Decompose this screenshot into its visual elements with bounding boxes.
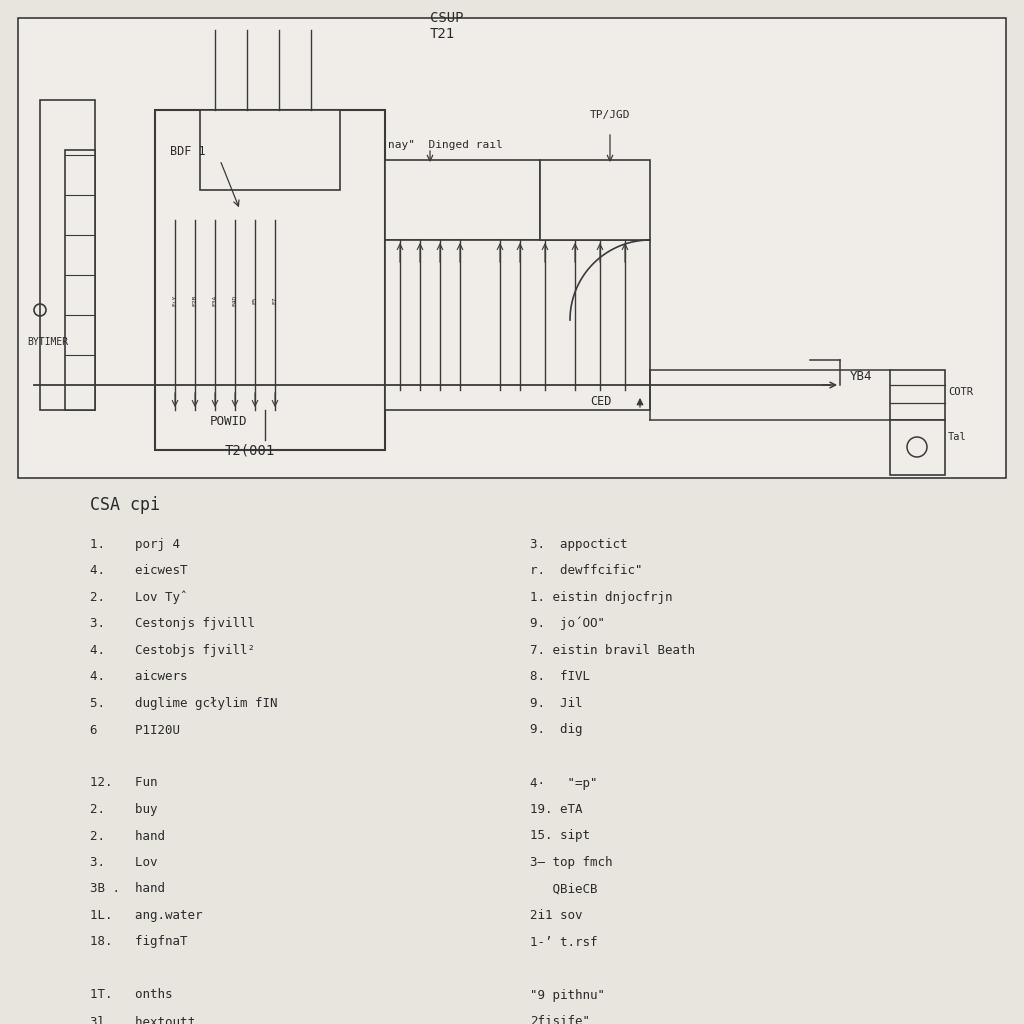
Text: E2B: E2B [193, 294, 198, 305]
Text: COTR: COTR [948, 387, 973, 397]
Text: 19. eTA: 19. eTA [530, 803, 583, 816]
Text: POWID: POWID [210, 415, 248, 428]
Bar [155, 110, 385, 450]
Text: nay"  Dinged raıl: nay" Dinged raıl [388, 140, 503, 150]
Text: 9.  jo´OO": 9. jo´OO" [530, 617, 605, 631]
Text: 2i1 sov: 2i1 sov [530, 909, 583, 922]
Text: E₁Y: E₁Y [172, 294, 177, 305]
Text: 3.    Lov: 3. Lov [90, 856, 158, 869]
Bar [385, 160, 540, 240]
Text: 1-’ t.rsf: 1-’ t.rsf [530, 936, 597, 948]
Text: 12.   Fun: 12. Fun [90, 776, 158, 790]
Bar [540, 160, 650, 240]
Bar [40, 100, 95, 410]
Text: 4.    eicwesT: 4. eicwesT [90, 564, 187, 578]
Text: 3B .  hand: 3B . hand [90, 883, 165, 896]
Bar [18, 18, 1006, 478]
Text: 1L.   ang.water: 1L. ang.water [90, 909, 203, 922]
Text: 4·   "=p": 4· "=p" [530, 776, 597, 790]
Text: BDF 1: BDF 1 [170, 145, 206, 158]
Text: 3.  appoctict: 3. appoctict [530, 538, 628, 551]
Text: 9.  dig: 9. dig [530, 724, 583, 736]
Text: 15. sipt: 15. sipt [530, 829, 590, 843]
Bar [200, 110, 340, 190]
Bar [890, 420, 945, 475]
Text: 7. eistin bravil Beath: 7. eistin bravil Beath [530, 644, 695, 657]
Text: 4.    aicwers: 4. aicwers [90, 671, 187, 683]
Text: 3l.   hextout†: 3l. hextout† [90, 1015, 195, 1024]
Text: 2.    buy: 2. buy [90, 803, 158, 816]
Text: E7: E7 [272, 296, 278, 304]
Text: 3.    Cestonjs fjvilll: 3. Cestonjs fjvilll [90, 617, 255, 631]
Text: Tal: Tal [948, 432, 967, 442]
Text: ΥB4: ΥB4 [850, 370, 872, 383]
Text: TP/JGD: TP/JGD [590, 110, 631, 120]
Text: 6     P1I20U: 6 P1I20U [90, 724, 180, 736]
Text: 1T.   onths: 1T. onths [90, 988, 172, 1001]
Text: "9 pithnu": "9 pithnu" [530, 988, 605, 1001]
Text: 1. eistin dnjocfrjn: 1. eistin dnjocfrjn [530, 591, 673, 604]
Text: E5: E5 [253, 296, 257, 304]
Text: r.  dewffcific": r. dewffcific" [530, 564, 642, 578]
Text: 2.    Lov Tyˆ: 2. Lov Tyˆ [90, 591, 187, 604]
Text: 5.    duglime gcłylim fIN: 5. duglime gcłylim fIN [90, 697, 278, 710]
Text: 2fisife": 2fisife" [530, 1015, 590, 1024]
Text: 18.   figfnaT: 18. figfnaT [90, 936, 187, 948]
Text: E3A: E3A [213, 294, 217, 305]
Text: 4.    Cestobjs fjvill²: 4. Cestobjs fjvill² [90, 644, 255, 657]
Text: 8.  fIVL: 8. fIVL [530, 671, 590, 683]
Text: 3— top fmch: 3— top fmch [530, 856, 612, 869]
Text: 1.    porj 4: 1. porj 4 [90, 538, 180, 551]
Bar [385, 240, 650, 410]
Text: CED: CED [590, 395, 611, 408]
Text: BYTIMER: BYTIMER [27, 337, 69, 347]
Text: CSUP
T21: CSUP T21 [430, 11, 464, 41]
Text: QBieCB: QBieCB [530, 883, 597, 896]
Text: E4D: E4D [232, 294, 238, 305]
Text: 2.    hand: 2. hand [90, 829, 165, 843]
Text: 9.  Jil: 9. Jil [530, 697, 583, 710]
Bar [65, 150, 95, 410]
Text: T2(001: T2(001 [225, 444, 275, 458]
Bar [890, 370, 945, 420]
Text: CSA cpi: CSA cpi [90, 496, 160, 514]
